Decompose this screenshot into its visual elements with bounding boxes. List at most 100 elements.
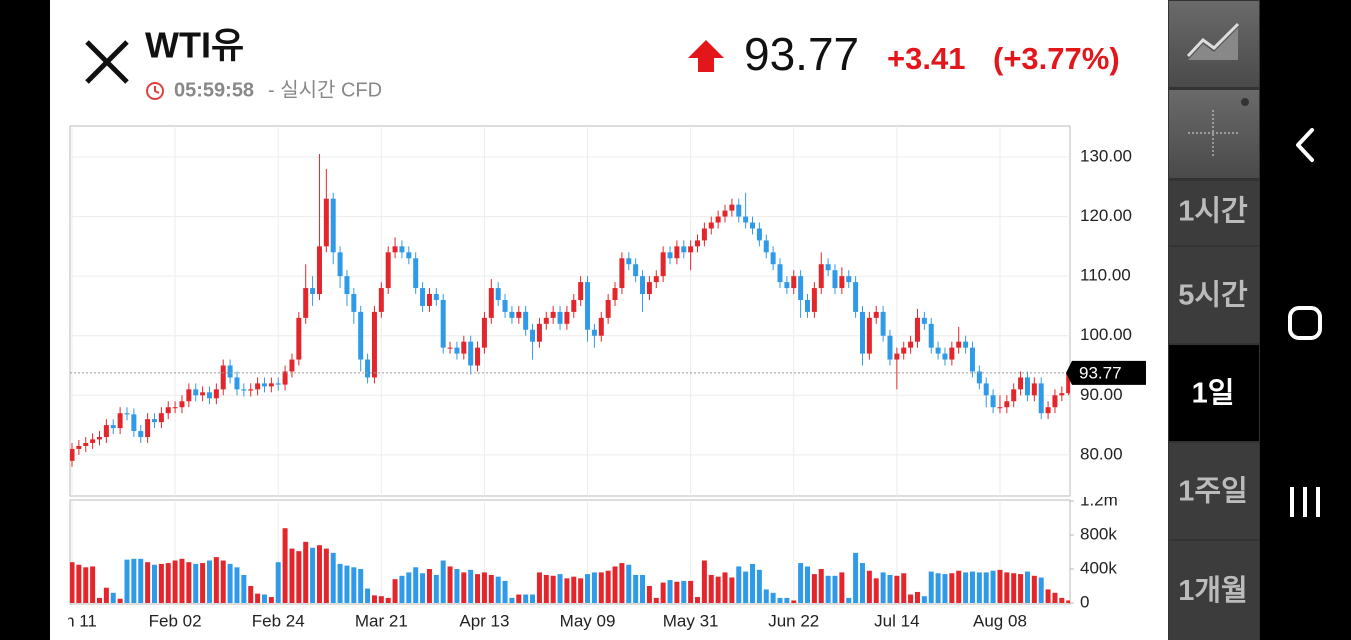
candle-body [887, 335, 893, 360]
interval-button[interactable]: 1주일 [1169, 443, 1259, 539]
volume-bar [839, 572, 845, 603]
volume-bar [76, 564, 82, 603]
volume-bar [619, 563, 625, 603]
candle-body [296, 317, 302, 360]
candle-body [873, 311, 879, 318]
candle-body [392, 246, 398, 253]
volume-bar [674, 581, 680, 603]
volume-bar [241, 574, 247, 603]
candle-body [241, 389, 247, 391]
navigation-bar [1260, 0, 1351, 640]
candle-body [756, 228, 762, 241]
volume-bar [488, 574, 494, 603]
candle-body [818, 264, 824, 289]
candle-body [1018, 377, 1024, 390]
interval-button[interactable]: 1일 [1169, 345, 1259, 441]
close-button[interactable] [85, 40, 129, 84]
interval-background [1169, 541, 1259, 640]
candle-body [158, 413, 164, 423]
volume-bar [983, 572, 989, 603]
volume-bar [172, 560, 178, 603]
candle-body [138, 431, 144, 438]
volume-bar [509, 597, 515, 603]
candle-body [695, 240, 701, 247]
candle-body [365, 359, 371, 378]
home-button[interactable] [1288, 306, 1322, 340]
interval-button[interactable]: 1시간 [1169, 181, 1259, 245]
interval-button[interactable]: 1개월 [1169, 541, 1259, 640]
volume-bar [200, 563, 206, 603]
candle-body [729, 204, 735, 211]
volume-bar [901, 573, 907, 603]
candle-body [1066, 372, 1070, 394]
volume-bar [96, 597, 102, 603]
candle-body [172, 407, 178, 409]
candle-body [145, 419, 151, 438]
crosshair-button[interactable] [1169, 90, 1259, 178]
candle-body [880, 311, 886, 336]
candle-body [447, 347, 453, 349]
candle-body [894, 353, 900, 360]
volume-bar [502, 580, 508, 603]
volume-bar [378, 596, 384, 603]
volume-bar [351, 567, 357, 603]
candle-body [674, 246, 680, 259]
candle-body [846, 276, 852, 283]
candle-body [179, 401, 185, 408]
volume-bar [969, 571, 975, 603]
candle-body [344, 276, 350, 295]
back-button[interactable] [1296, 128, 1314, 162]
candle-body [722, 210, 728, 217]
candle-body [289, 359, 295, 372]
candle-body [358, 311, 364, 360]
candle-body [543, 317, 549, 324]
volume-bar [1059, 597, 1065, 603]
candle-body [921, 317, 927, 324]
candle-body [1059, 393, 1065, 396]
candle-body [165, 407, 171, 414]
candle-body [969, 347, 975, 372]
candle-body [516, 311, 522, 318]
candle-body [633, 264, 639, 277]
volume-bar [406, 572, 412, 603]
volume-bar [530, 594, 536, 603]
candle-body [426, 294, 432, 306]
candle-body [976, 371, 982, 384]
volume-bar [461, 572, 467, 603]
volume-bar [908, 594, 914, 603]
y-tick-label: 100.00 [1080, 325, 1132, 344]
candle-body [708, 222, 714, 229]
chart-type-button[interactable] [1169, 1, 1259, 87]
candle-body [509, 311, 515, 318]
volume-bar [571, 576, 577, 603]
volume-bar [750, 563, 756, 603]
volume-bar [578, 578, 584, 603]
recents-button[interactable] [1290, 487, 1320, 517]
candle-body [117, 413, 123, 429]
candle-body [990, 395, 996, 408]
volume-bar [701, 560, 707, 603]
volume-bar [804, 566, 810, 603]
volume-bar [818, 569, 824, 603]
volume-bar [110, 592, 116, 603]
candle-body [908, 341, 914, 348]
interval-label: 1개월 [1178, 574, 1248, 607]
interval-label: 1일 [1192, 377, 1235, 410]
volume-bar [420, 573, 426, 603]
volume-bar [234, 567, 240, 603]
volume-bar [131, 558, 137, 603]
candle-body [667, 252, 673, 259]
volume-bar [165, 563, 171, 603]
volume-bar [914, 591, 920, 603]
volume-bar [949, 573, 955, 603]
volume-bar [433, 574, 439, 603]
candle-body [330, 198, 336, 253]
interval-button[interactable]: 5시간 [1169, 247, 1259, 343]
x-tick-label: Jun 22 [768, 611, 819, 630]
candle-body [1031, 383, 1037, 396]
volume-bar [756, 569, 762, 603]
candle-body [530, 329, 536, 342]
volume-bar [784, 597, 790, 603]
volume-bar [426, 569, 432, 603]
volume-bar [1052, 592, 1058, 603]
